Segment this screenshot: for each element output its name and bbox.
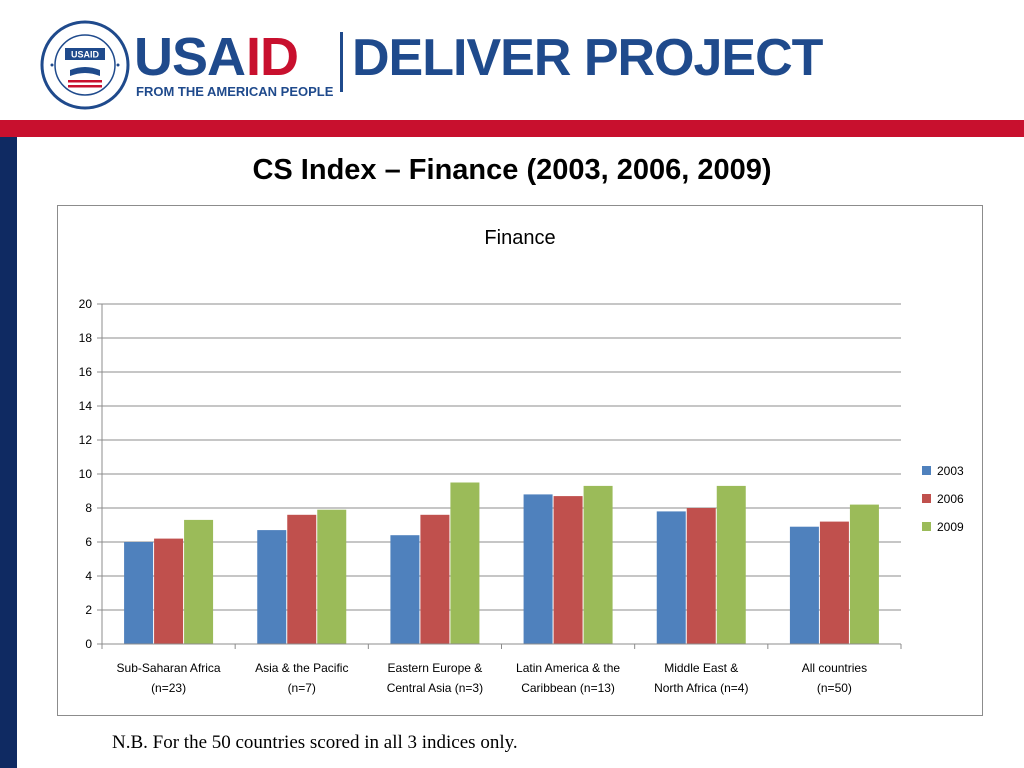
y-tick-label: 10 (79, 467, 93, 481)
y-tick-label: 14 (79, 399, 93, 413)
brand-divider (340, 32, 343, 92)
x-category-label: North Africa (n=4) (654, 681, 748, 695)
chart-container: Finance 0 2 4 6 8 10 12 14 16 18 20 Sub-Saharan Afri… (57, 205, 983, 716)
y-tick-label: 6 (85, 535, 92, 549)
chart-title: Finance (484, 227, 555, 249)
header-red-band (0, 120, 1024, 137)
bar-2003 (789, 526, 819, 644)
x-category-label: All countries (802, 661, 867, 675)
y-tick-label: 20 (79, 297, 93, 311)
left-navy-band (0, 137, 17, 768)
bar-2009 (716, 485, 746, 644)
x-category-label: (n=50) (817, 681, 852, 695)
brand-tagline: FROM THE AMERICAN PEOPLE (136, 84, 334, 99)
bar-2006 (819, 521, 849, 644)
bar-2003 (390, 535, 420, 644)
x-category-label: (n=7) (288, 681, 316, 695)
bar-2006 (686, 508, 716, 644)
bar-2009 (317, 509, 347, 644)
x-category-label: (n=23) (151, 681, 186, 695)
bar-2009 (184, 519, 214, 644)
bar-2003 (656, 511, 686, 644)
bar-2009 (849, 504, 879, 644)
bar-2006 (154, 538, 184, 644)
x-category-label: Latin America & the (516, 661, 620, 675)
bar-2009 (450, 482, 480, 644)
bar-2009 (583, 485, 613, 644)
y-tick-label: 16 (79, 365, 93, 379)
brand-id-text: ID (246, 27, 299, 87)
header: USAID USA ID FROM THE AMERICAN PEOPLE DE… (0, 0, 1024, 120)
bar-chart: Finance 0 2 4 6 8 10 12 14 16 18 20 Sub-Saharan Afri… (79, 227, 964, 695)
legend-label-2009: 2009 (937, 520, 964, 534)
x-category-label: Central Asia (n=3) (387, 681, 483, 695)
bar-2003 (124, 542, 154, 644)
y-tick-label: 0 (85, 637, 92, 651)
slide-title: CS Index – Finance (2003, 2006, 2009) (252, 154, 772, 186)
bar-2003 (523, 494, 553, 644)
brand-usa-text: USA (134, 27, 246, 87)
y-tick-label: 2 (85, 603, 92, 617)
y-tick-label: 4 (85, 569, 92, 583)
y-tick-label: 8 (85, 501, 92, 515)
bar-2003 (257, 530, 287, 644)
project-name: DELIVER PROJECT (352, 29, 823, 87)
y-tick-label: 18 (79, 331, 93, 345)
x-category-label: Caribbean (n=13) (521, 681, 615, 695)
footnote: N.B. For the 50 countries scored in all … (112, 732, 518, 753)
x-category-label: Asia & the Pacific (255, 661, 348, 675)
x-category-label: Middle East & (664, 661, 738, 675)
legend-swatch-2003 (922, 466, 931, 475)
legend-swatch-2009 (922, 522, 931, 531)
bar-2006 (553, 496, 583, 644)
legend-label-2006: 2006 (937, 492, 964, 506)
y-tick-label: 12 (79, 433, 93, 447)
bar-2006 (287, 514, 317, 644)
x-category-label: Eastern Europe & (388, 661, 483, 675)
usaid-seal-logo: USAID (40, 20, 130, 110)
legend-label-2003: 2003 (937, 464, 964, 478)
seal-text: USAID (71, 50, 100, 60)
bar-2006 (420, 514, 450, 644)
x-category-label: Sub-Saharan Africa (117, 661, 221, 675)
legend-swatch-2006 (922, 494, 931, 503)
